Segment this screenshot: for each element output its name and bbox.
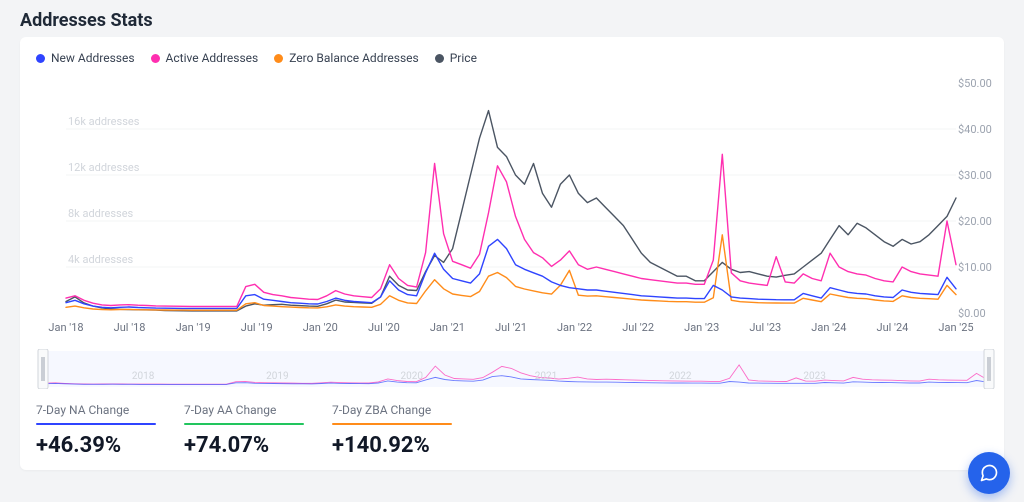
svg-text:Jan '24: Jan '24 <box>811 321 846 334</box>
svg-text:Jul '22: Jul '22 <box>622 321 654 334</box>
svg-text:2022: 2022 <box>669 371 692 382</box>
legend-label: Price <box>450 51 477 65</box>
legend-dot <box>435 54 444 63</box>
svg-text:$0.00: $0.00 <box>958 307 986 320</box>
legend-item-zero-balance[interactable]: Zero Balance Addresses <box>274 51 419 65</box>
legend-label: Active Addresses <box>166 51 259 65</box>
stat-underline <box>184 423 304 425</box>
svg-text:4k addresses: 4k addresses <box>68 253 134 266</box>
legend-label: Zero Balance Addresses <box>289 51 419 65</box>
svg-text:12k addresses: 12k addresses <box>68 161 140 174</box>
svg-text:$10.00: $10.00 <box>958 261 992 274</box>
legend-label: New Addresses <box>51 51 135 65</box>
svg-text:Jan '22: Jan '22 <box>557 321 592 334</box>
stat-label: 7-Day AA Change <box>184 403 304 419</box>
stat-value: +46.39% <box>36 433 156 458</box>
svg-text:Jul '20: Jul '20 <box>368 321 400 334</box>
svg-text:2021: 2021 <box>535 371 557 382</box>
stat-label: 7-Day ZBA Change <box>332 403 452 419</box>
svg-text:2018: 2018 <box>132 371 155 382</box>
svg-text:$20.00: $20.00 <box>958 215 992 228</box>
stat-value: +74.07% <box>184 433 304 458</box>
svg-text:2019: 2019 <box>266 371 288 382</box>
addresses-chart[interactable]: 4k addresses 8k addresses 12k addresses 16k… <box>36 73 996 343</box>
brush-svg: 2018 2019 2020 2021 2022 2023 <box>36 349 996 389</box>
legend-item-new-addresses[interactable]: New Addresses <box>36 51 135 65</box>
legend-dot <box>36 54 45 63</box>
svg-text:$40.00: $40.00 <box>958 123 992 136</box>
svg-text:Jan '20: Jan '20 <box>303 321 338 334</box>
svg-text:Jan '25: Jan '25 <box>938 321 973 334</box>
svg-text:Jan '19: Jan '19 <box>176 321 211 334</box>
legend-item-active-addresses[interactable]: Active Addresses <box>151 51 259 65</box>
svg-text:Jan '21: Jan '21 <box>430 321 465 334</box>
legend-dot <box>274 54 283 63</box>
stat-value: +140.92% <box>332 433 452 458</box>
svg-text:Jul '18: Jul '18 <box>114 321 146 334</box>
legend-item-price[interactable]: Price <box>435 51 477 65</box>
svg-text:Jul '23: Jul '23 <box>749 321 781 334</box>
chat-fab[interactable] <box>968 452 1010 494</box>
chat-icon <box>979 463 999 483</box>
svg-text:2023: 2023 <box>803 371 825 382</box>
svg-text:Jan '18: Jan '18 <box>48 321 83 334</box>
svg-text:Jul '24: Jul '24 <box>877 321 909 334</box>
stat-na-change: 7-Day NA Change +46.39% <box>36 403 156 458</box>
svg-text:$30.00: $30.00 <box>958 169 992 182</box>
chart-svg: 4k addresses 8k addresses 12k addresses 16k… <box>36 73 996 343</box>
svg-text:Jul '19: Jul '19 <box>241 321 273 334</box>
page-title: Addresses Stats <box>0 0 1024 37</box>
stats-row: 7-Day NA Change +46.39% 7-Day AA Change … <box>36 403 988 458</box>
svg-text:2020: 2020 <box>400 371 423 382</box>
stats-card: New Addresses Active Addresses Zero Bala… <box>20 37 1004 470</box>
legend-dot <box>151 54 160 63</box>
svg-text:Jul '21: Jul '21 <box>495 321 527 334</box>
svg-text:Jan '23: Jan '23 <box>684 321 719 334</box>
stat-underline <box>332 423 452 425</box>
stat-underline <box>36 423 156 425</box>
stat-label: 7-Day NA Change <box>36 403 156 419</box>
stat-zba-change: 7-Day ZBA Change +140.92% <box>332 403 452 458</box>
svg-text:16k addresses: 16k addresses <box>68 115 140 128</box>
svg-text:8k addresses: 8k addresses <box>68 207 134 220</box>
stat-aa-change: 7-Day AA Change +74.07% <box>184 403 304 458</box>
time-range-brush[interactable]: 2018 2019 2020 2021 2022 2023 <box>36 349 996 389</box>
chart-legend: New Addresses Active Addresses Zero Bala… <box>36 51 988 65</box>
svg-text:$50.00: $50.00 <box>958 77 992 90</box>
